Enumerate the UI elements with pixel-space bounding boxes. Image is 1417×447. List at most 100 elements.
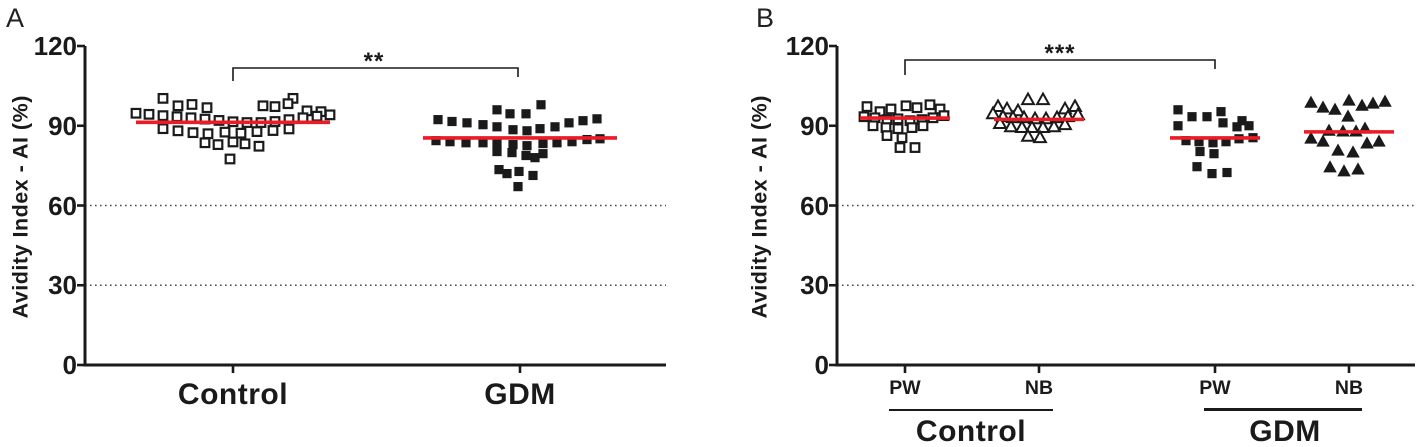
- data-point-open-square: [924, 99, 936, 111]
- data-point-open-square: [253, 140, 265, 152]
- data-point-filled-square: [1194, 137, 1204, 147]
- data-point-open-triangle: [1035, 91, 1051, 106]
- data-point-open-square: [186, 99, 198, 110]
- data-point-open-square: [224, 153, 236, 165]
- data-point-filled-square: [535, 124, 545, 134]
- data-point-filled-square: [461, 138, 471, 148]
- data-point-filled-square: [1202, 112, 1212, 122]
- data-point-open-square: [172, 125, 184, 137]
- data-point-filled-square: [1208, 138, 1218, 148]
- data-point-filled-square: [445, 137, 455, 147]
- data-point-filled-triangle: [1331, 143, 1345, 156]
- y-tick-label: 30: [800, 270, 829, 301]
- data-point-filled-square: [492, 105, 502, 115]
- data-point-open-square: [172, 100, 184, 112]
- y-tick-label: 30: [48, 270, 77, 301]
- data-point-open-square: [311, 110, 323, 122]
- data-point-open-square: [269, 101, 281, 113]
- y-tick-label: 120: [785, 31, 829, 61]
- data-point-open-square: [867, 120, 879, 132]
- data-point-open-triangle: [1020, 91, 1036, 106]
- data-point-filled-square: [521, 150, 531, 161]
- data-point-filled-square: [538, 149, 548, 159]
- data-point-filled-square: [567, 137, 577, 147]
- data-point-open-square: [917, 120, 929, 132]
- data-point-filled-triangle: [1304, 95, 1318, 108]
- data-point-open-square: [885, 103, 897, 115]
- data-point-open-square: [906, 122, 918, 134]
- panel-b-family-label-control: Control: [915, 415, 1027, 447]
- data-point-open-triangle: [1057, 116, 1073, 131]
- data-point-filled-square: [478, 138, 488, 148]
- y-tick-label: 0: [814, 350, 829, 380]
- data-point-filled-square: [1173, 121, 1183, 131]
- data-point-filled-square: [508, 125, 518, 135]
- data-point-filled-square: [522, 126, 532, 136]
- data-point-filled-triangle: [1366, 96, 1380, 109]
- data-point-filled-square: [492, 122, 502, 132]
- data-point-filled-square: [494, 165, 504, 175]
- data-point-open-square: [187, 127, 199, 139]
- data-point-filled-square: [1173, 105, 1183, 115]
- data-point-filled-square: [513, 182, 523, 192]
- data-point-filled-square: [1187, 112, 1197, 122]
- data-point-open-square: [227, 136, 239, 148]
- data-point-filled-triangle: [1316, 134, 1330, 147]
- panel-a-letter: A: [6, 3, 25, 33]
- data-point-filled-square: [550, 122, 560, 132]
- data-point-filled-square: [1207, 169, 1217, 179]
- significance-bracket: [232, 67, 519, 81]
- data-point-filled-square: [530, 153, 540, 163]
- data-point-open-square: [213, 115, 225, 126]
- significance-bracket: [904, 59, 1216, 75]
- data-point-open-square: [900, 100, 912, 112]
- data-point-filled-square: [514, 166, 524, 177]
- data-point-open-square: [892, 123, 904, 135]
- data-point-filled-square: [1209, 149, 1219, 159]
- data-point-filled-triangle: [1328, 102, 1342, 115]
- data-point-filled-square: [521, 109, 531, 119]
- data-point-open-square: [202, 128, 214, 140]
- panel-b-x-label-gdm-pw: PW: [1199, 377, 1231, 399]
- data-point-open-triangle: [985, 105, 1001, 120]
- data-point-filled-square: [508, 140, 518, 150]
- data-point-open-triangle: [1046, 118, 1062, 133]
- data-point-filled-square: [1181, 136, 1191, 146]
- data-point-filled-square: [1244, 121, 1254, 131]
- data-point-filled-triangle: [1346, 145, 1360, 158]
- data-point-open-square: [201, 102, 213, 114]
- data-point-filled-triangle: [1337, 164, 1351, 177]
- data-point-open-square: [894, 142, 906, 153]
- data-point-open-square: [861, 101, 873, 113]
- data-point-open-triangle: [1024, 119, 1040, 134]
- data-point-filled-triangle: [1372, 134, 1386, 147]
- y-tick-label: 60: [800, 190, 829, 221]
- panel-a-x-label-control: Control: [177, 378, 289, 411]
- data-point-open-square: [219, 126, 231, 138]
- data-point-open-square: [171, 111, 183, 123]
- data-point-filled-square: [578, 116, 588, 126]
- data-point-open-triangle: [992, 115, 1008, 130]
- data-point-open-square: [267, 125, 279, 136]
- data-point-filled-square: [431, 136, 441, 146]
- data-point-open-square: [235, 127, 247, 139]
- data-point-filled-triangle: [1304, 131, 1318, 144]
- data-point-filled-square: [433, 115, 443, 125]
- y-tick-label: 90: [800, 110, 829, 141]
- data-point-filled-triangle: [1342, 93, 1356, 106]
- data-point-open-square: [157, 123, 169, 135]
- data-point-open-square: [199, 137, 211, 149]
- data-point-open-square: [909, 142, 921, 153]
- data-point-filled-square: [478, 120, 488, 130]
- control-family-underline: [889, 409, 1053, 411]
- data-point-filled-triangle: [1378, 94, 1392, 107]
- data-point-filled-square: [522, 141, 532, 151]
- data-point-open-triangle: [1010, 102, 1026, 117]
- data-point-filled-triangle: [1351, 162, 1365, 175]
- data-point-filled-square: [1221, 137, 1231, 147]
- data-point-open-square: [911, 102, 923, 114]
- data-point-open-square: [896, 132, 908, 144]
- data-point-filled-square: [538, 138, 548, 149]
- data-point-open-triangle: [1020, 128, 1036, 142]
